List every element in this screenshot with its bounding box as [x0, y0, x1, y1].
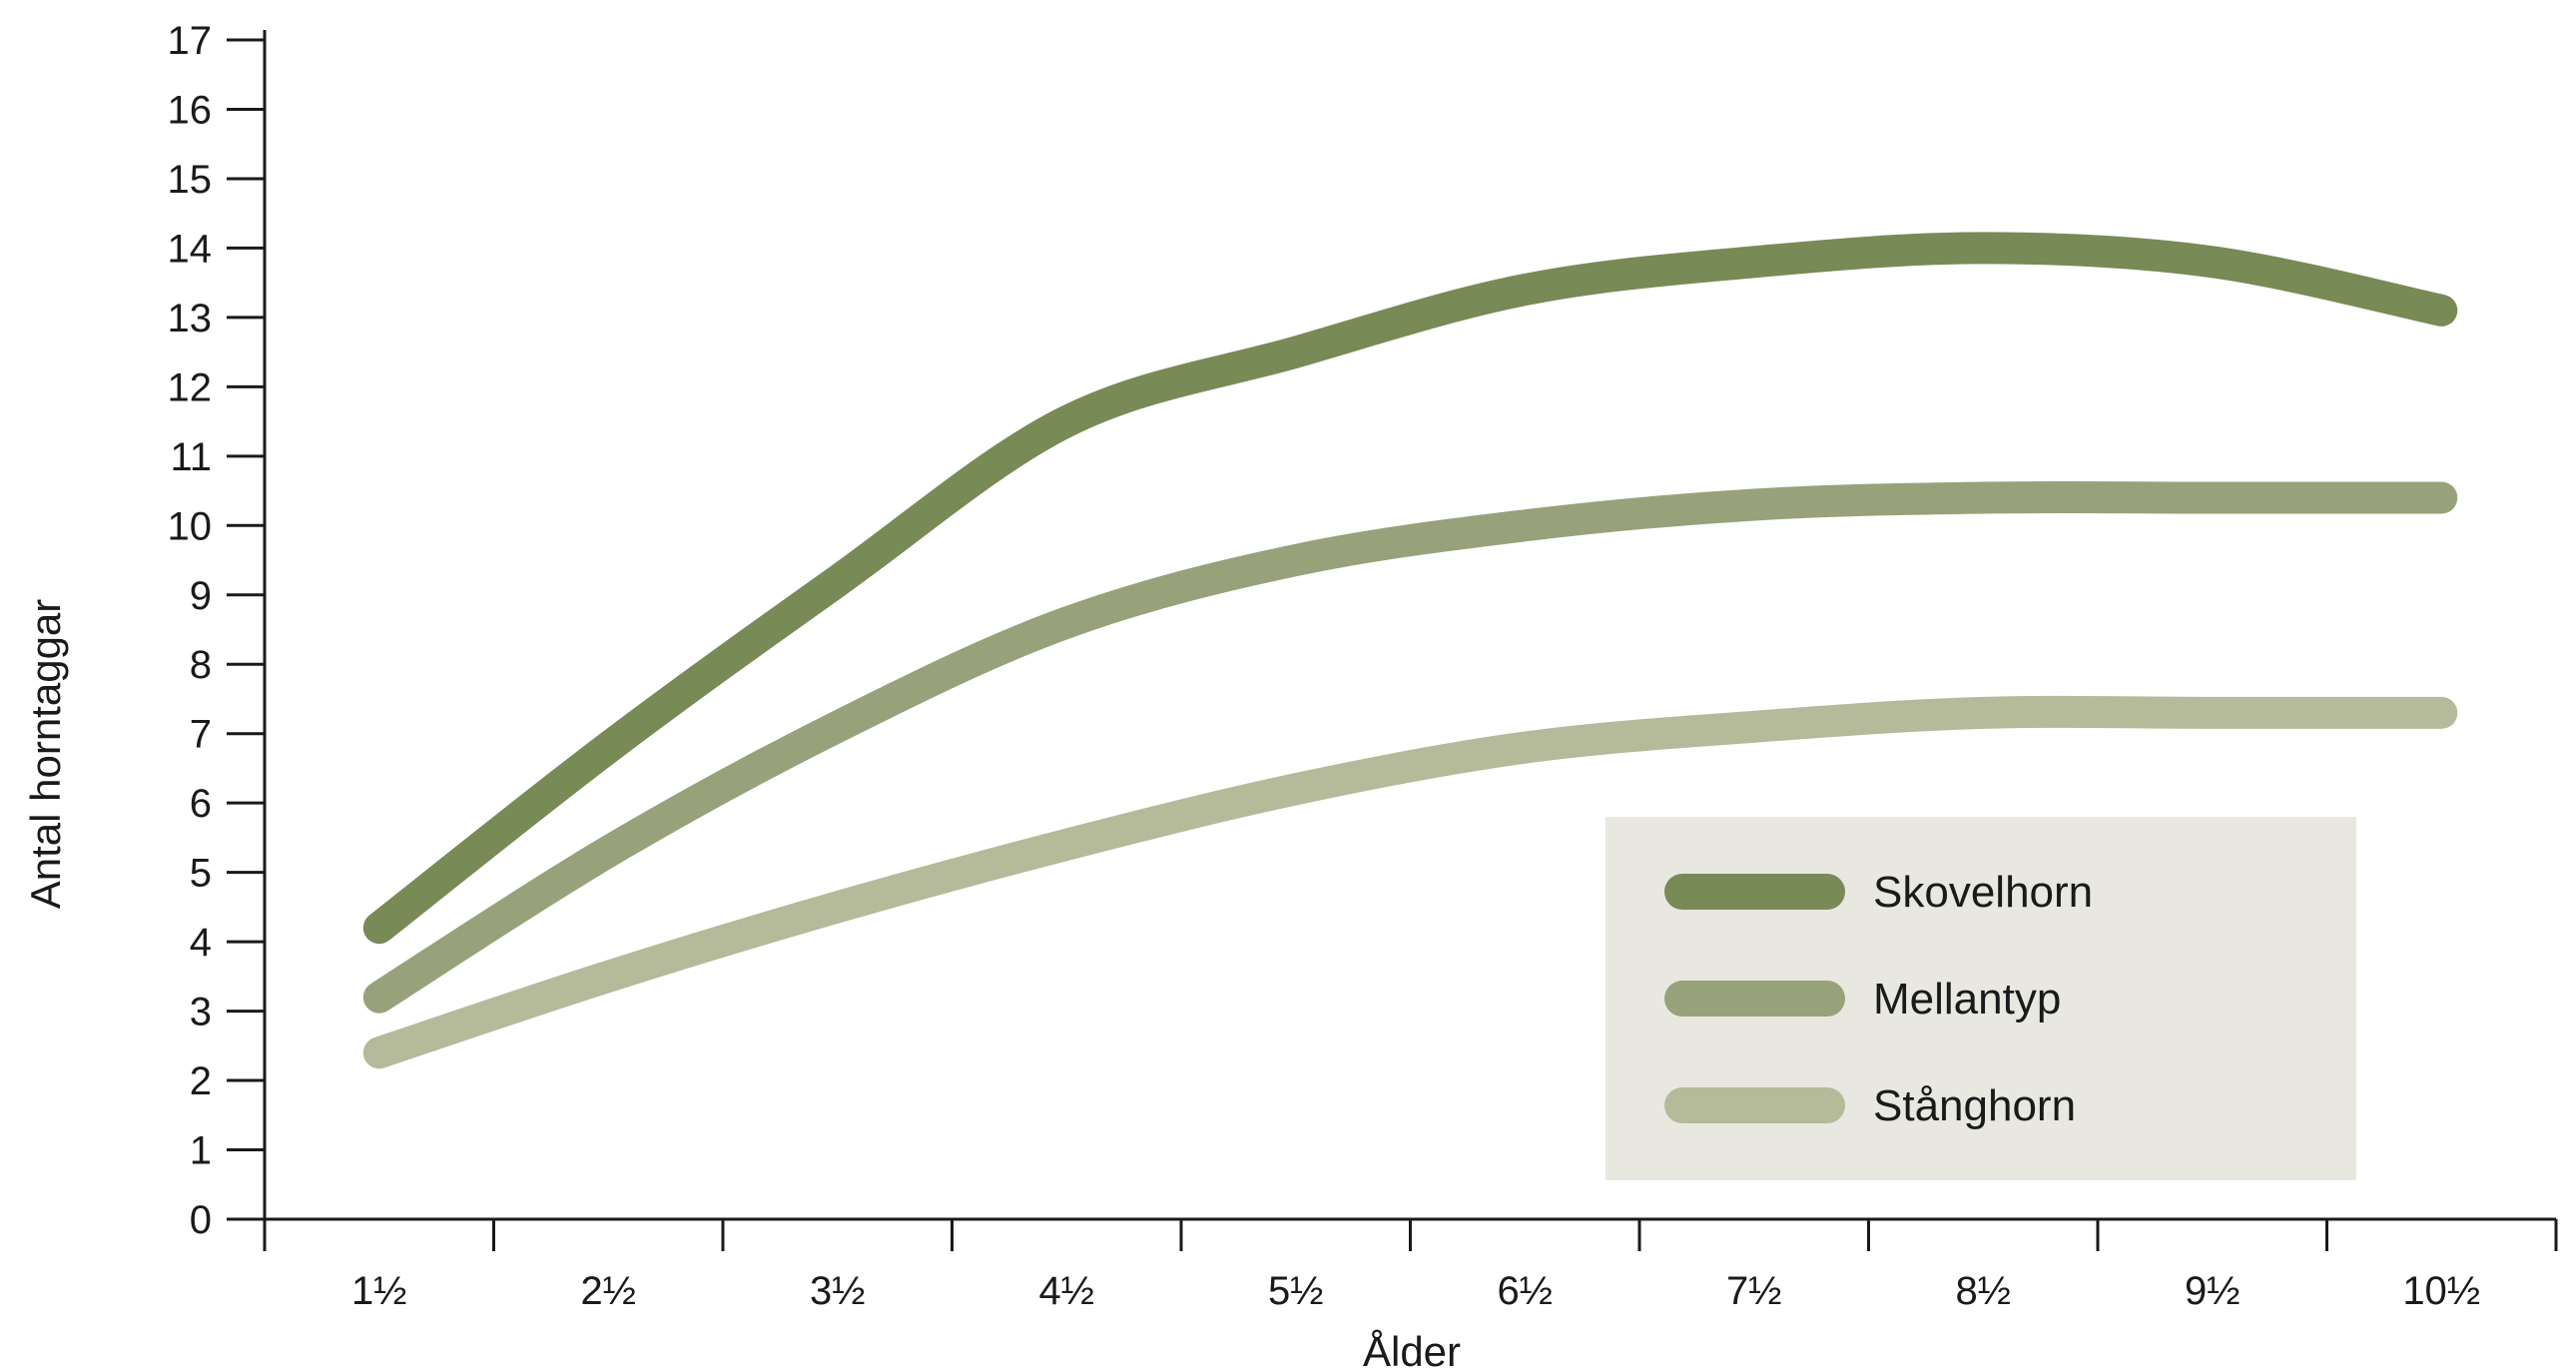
x-tick-label: 4½	[1038, 1269, 1094, 1313]
y-axis-title: Antal horntaggar	[22, 599, 69, 910]
series-line-mellantyp	[362, 480, 2458, 1014]
y-tick-label: 13	[168, 297, 213, 341]
y-tick-label: 16	[168, 88, 213, 132]
x-tick-label: 6½	[1497, 1269, 1553, 1313]
x-tick-label: 1½	[351, 1269, 407, 1313]
y-tick-label: 3	[190, 991, 212, 1034]
y-tick-label: 12	[168, 365, 213, 409]
legend-label: Mellantyp	[1873, 975, 2061, 1024]
y-tick-label: 7	[190, 713, 212, 757]
y-tick-label: 6	[190, 782, 212, 826]
y-tick-label: 0	[190, 1198, 212, 1242]
series-line-skovelhorn	[362, 232, 2458, 945]
y-tick-label: 2	[190, 1059, 212, 1103]
x-axis-title: Ålder	[1363, 1328, 1461, 1372]
y-tick-label: 4	[190, 921, 212, 965]
x-tick-label: 9½	[2185, 1269, 2241, 1313]
x-tick-label: 5½	[1268, 1269, 1324, 1313]
y-tick-label: 11	[170, 435, 212, 479]
y-tick-label: 14	[168, 227, 213, 271]
y-tick-label: 1	[190, 1129, 212, 1173]
y-tick-label: 17	[168, 19, 213, 63]
y-tick-label: 10	[168, 504, 213, 548]
y-tick-label: 15	[168, 158, 213, 202]
series-lines	[362, 232, 2458, 1069]
y-tick-label: 5	[190, 852, 212, 896]
legend-label: Skovelhorn	[1873, 868, 2093, 917]
x-axis: 1½ 2½ 3½ 4½ 5½ 6½ 7½ 8½ 9½ 10½	[263, 1217, 2558, 1313]
legend-label: Stånghorn	[1873, 1081, 2076, 1130]
x-tick-label: 8½	[1955, 1269, 2011, 1313]
y-tick-label: 8	[190, 643, 212, 687]
x-tick-label: 2½	[580, 1269, 636, 1313]
series-line-stånghorn	[362, 695, 2458, 1069]
x-tick-label: 7½	[1726, 1269, 1782, 1313]
x-tick-label: 3½	[810, 1269, 866, 1313]
y-tick-label: 9	[190, 574, 212, 618]
legend: Skovelhorn Mellantyp Stånghorn	[1606, 817, 2356, 1180]
x-tick-label: 10½	[2402, 1269, 2480, 1313]
